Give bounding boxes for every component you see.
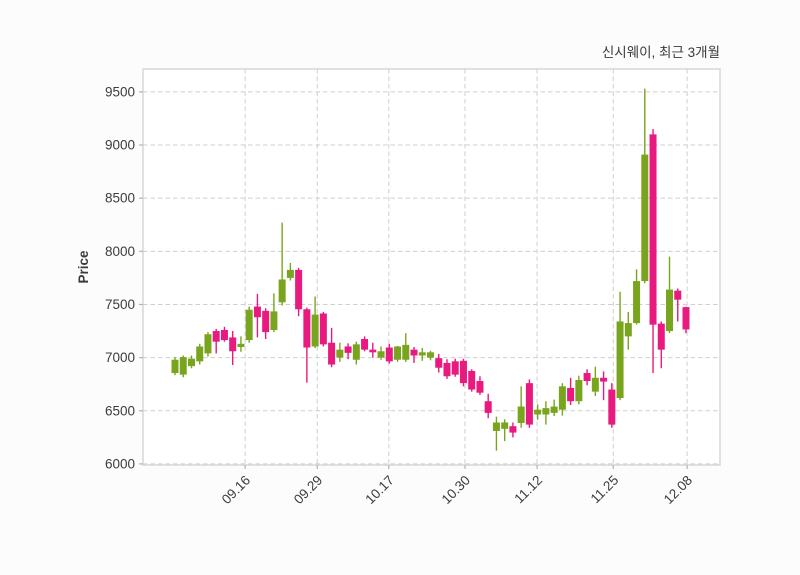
x-tick-label: 10.30	[439, 473, 474, 508]
candle-body-up	[377, 351, 385, 358]
candle-body-up	[542, 408, 550, 415]
candle-body-down	[509, 426, 517, 433]
candle-body-up	[237, 343, 245, 347]
plot-area	[143, 69, 720, 465]
x-tick-label: 11.12	[511, 473, 545, 507]
candle-body-down	[410, 349, 418, 356]
plot-border	[142, 68, 721, 466]
candle-body-down	[212, 331, 220, 342]
x-tick-label: 12.08	[661, 473, 696, 508]
x-tick-label: 09.29	[291, 473, 326, 508]
candle-body-up	[575, 379, 583, 402]
x-tick-label: 10.17	[362, 473, 397, 508]
candle-body-down	[567, 387, 575, 402]
candle-body-down	[484, 401, 492, 413]
candle-body-down	[583, 373, 591, 382]
y-tick-label: 8000	[105, 244, 135, 259]
candle-body-down	[262, 310, 270, 333]
y-tick-label: 9000	[105, 138, 135, 153]
candle-body-down	[303, 309, 311, 348]
x-tick-label: 11.25	[588, 473, 622, 507]
candle-body-up	[427, 352, 434, 358]
chart-title: 신시웨이, 최근 3개월	[602, 45, 720, 60]
candle-body-down	[674, 290, 682, 300]
candle-body-up	[179, 357, 187, 375]
candle-body-down	[229, 337, 237, 352]
candle-body-down	[649, 134, 657, 325]
candle-body-down	[608, 389, 616, 425]
candle-body-up	[311, 314, 319, 347]
candle-body-down	[476, 381, 484, 393]
candle-body-up	[534, 409, 542, 415]
candle-body-down	[600, 377, 608, 382]
candle-body-up	[492, 422, 500, 431]
candle-body-up	[245, 309, 253, 341]
candle-body-up	[394, 346, 402, 360]
x-tick-label: 09.16	[219, 473, 254, 508]
candle-body-down	[385, 347, 393, 362]
candle-body-down	[369, 349, 377, 353]
y-tick-label: 7000	[105, 350, 135, 365]
candle-body-up	[558, 386, 566, 410]
candle-body-up	[278, 279, 286, 303]
candle-body-up	[616, 321, 624, 399]
candle-body-up	[517, 406, 525, 424]
candle-body-up	[196, 346, 204, 362]
candle-body-down	[459, 360, 467, 384]
candle-body-down	[319, 313, 327, 345]
candle-body-up	[550, 406, 558, 413]
candle-body-up	[171, 359, 179, 374]
y-axis-label: Price	[76, 250, 91, 284]
y-tick-label: 9500	[105, 84, 135, 99]
candle-body-down	[468, 370, 476, 390]
candle-body-up	[501, 422, 509, 429]
candle-body-down	[295, 269, 303, 310]
candle-body-up	[336, 349, 344, 358]
y-tick-label: 6000	[105, 456, 135, 471]
candle-body-down	[220, 329, 228, 341]
y-tick-label: 7500	[105, 297, 135, 312]
candle-body-down	[443, 362, 451, 377]
y-tick-label: 6500	[105, 403, 135, 418]
candle-body-up	[633, 281, 641, 324]
candle-body-up	[204, 334, 212, 354]
candle-body-up	[402, 344, 410, 360]
candle-body-up	[187, 358, 195, 367]
candle-body-down	[525, 383, 533, 425]
candle-body-down	[451, 361, 459, 375]
candle-body-up	[666, 289, 674, 332]
candle-body-up	[352, 344, 360, 360]
candle-body-down	[328, 342, 336, 365]
candle-body-down	[361, 339, 369, 350]
candle-body-down	[344, 346, 352, 353]
candle-body-up	[270, 311, 278, 330]
candle-body-up	[641, 154, 649, 282]
candle-body-up	[591, 377, 599, 392]
candle-body-down	[253, 306, 261, 318]
candle-body-up	[286, 269, 294, 278]
candle-body-up	[624, 323, 632, 337]
candle-body-up	[418, 352, 426, 356]
candle-body-down	[435, 358, 443, 368]
candle-body-down	[682, 307, 690, 330]
candle-body-down	[657, 323, 665, 350]
y-tick-label: 8500	[105, 191, 135, 206]
